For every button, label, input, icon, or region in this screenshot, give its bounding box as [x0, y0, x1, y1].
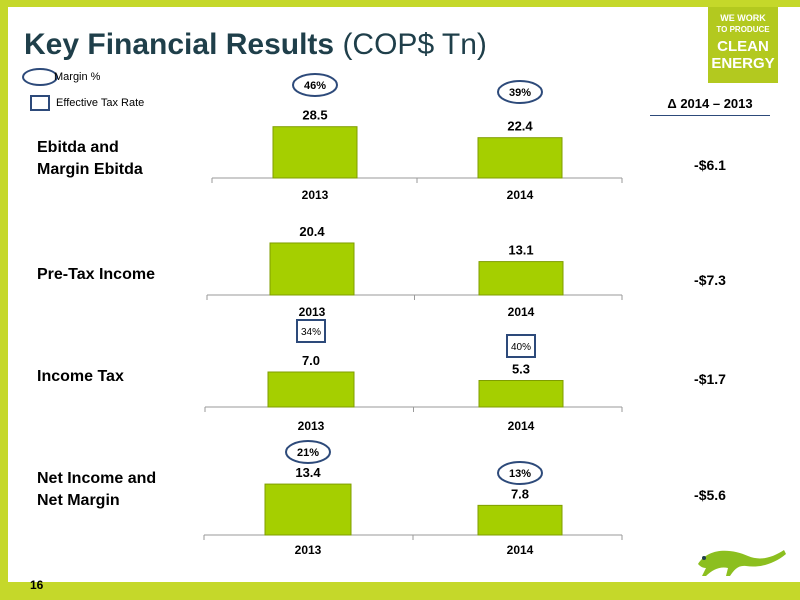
chart-1-value-label: 20.4 [299, 224, 325, 239]
page-title: Key Financial Results (COP$ Tn) [24, 28, 487, 62]
chart-0-bar-2014 [477, 137, 563, 179]
row-label-pretax: Pre-Tax Income [37, 266, 155, 283]
chart-3-bar-2013 [264, 483, 352, 536]
chart-3-category-label: 2013 [295, 543, 322, 557]
delta-value-pretax: -$7.3 [694, 272, 726, 288]
chart-2-tax-label: 34% [301, 327, 321, 338]
row-label-ebitda: Ebitda and Margin Ebitda [37, 139, 143, 178]
delta-value-ebitda: -$6.1 [694, 157, 726, 173]
chart-1-bar-2013 [269, 242, 355, 296]
page-number: 16 [30, 578, 44, 592]
row-label-income-tax: Income Tax [37, 368, 124, 385]
delta-value-net-income: -$5.6 [694, 487, 726, 503]
chart-3-value-label: 7.8 [511, 486, 529, 501]
row-label-net-income: Net Income and Net Margin [37, 470, 157, 509]
legend-tax-label: Effective Tax Rate [56, 97, 145, 109]
chart-0-margin-label: 46% [304, 80, 326, 92]
chart-2-tax-box-icon [506, 334, 536, 358]
chart-3-margin-label: 21% [297, 447, 319, 459]
chart-2-tax-label: 40% [511, 342, 531, 353]
chart-3-bar-2014 [477, 504, 563, 536]
chart-2-bar-2013 [267, 371, 355, 408]
logo-line-2: TO PRODUCE [716, 25, 770, 34]
chart-1-value-label: 13.1 [508, 243, 533, 258]
chart-2-bar-2014 [478, 380, 564, 408]
logo-line-4: ENERGY [711, 55, 775, 72]
chart-0-value-label: 28.5 [302, 108, 327, 123]
chart-3-category-label: 2014 [507, 543, 534, 557]
legend-margin-ellipse-icon [22, 68, 58, 86]
chart-3-margin-ellipse-icon [285, 440, 331, 464]
title-bold: Key Financial Results [24, 28, 335, 61]
legend-margin-label: Margin % [54, 71, 101, 83]
chart-0-category-label: 2014 [507, 188, 534, 202]
chart-3-margin-ellipse-icon [497, 461, 543, 485]
logo-line-1: WE WORK [720, 13, 766, 23]
chart-1-category-label: 2014 [508, 305, 535, 319]
legend-tax-box-icon [30, 95, 50, 111]
iguana-mascot-icon [698, 550, 786, 576]
chart-0-margin-ellipse-icon [292, 73, 338, 97]
chart-3-value-label: 13.4 [295, 465, 321, 480]
chart-2-category-label: 2014 [508, 419, 535, 433]
delta-value-income-tax: -$1.7 [694, 371, 726, 387]
chart-0-bar-2013 [272, 126, 358, 179]
delta-header: Δ 2014 – 2013 [667, 96, 753, 111]
chart-1-category-label: 2013 [299, 305, 326, 319]
chart-0-category-label: 2013 [302, 188, 329, 202]
chart-2-tax-box-icon [296, 319, 326, 343]
chart-0-value-label: 22.4 [507, 119, 533, 134]
delta-header-underline [650, 115, 770, 116]
chart-2-category-label: 2013 [298, 419, 325, 433]
logo-line-3: CLEAN [717, 38, 769, 55]
chart-0-margin-ellipse-icon [497, 80, 543, 104]
chart-0-margin-label: 39% [509, 87, 531, 99]
chart-3-margin-label: 13% [509, 468, 531, 480]
title-unit: (COP$ Tn) [334, 28, 487, 61]
chart-2-value-label: 7.0 [302, 353, 320, 368]
logo: WE WORK TO PRODUCE CLEAN ENERGY [708, 7, 778, 83]
chart-1-bar-2014 [478, 261, 564, 296]
chart-2-value-label: 5.3 [512, 362, 530, 377]
